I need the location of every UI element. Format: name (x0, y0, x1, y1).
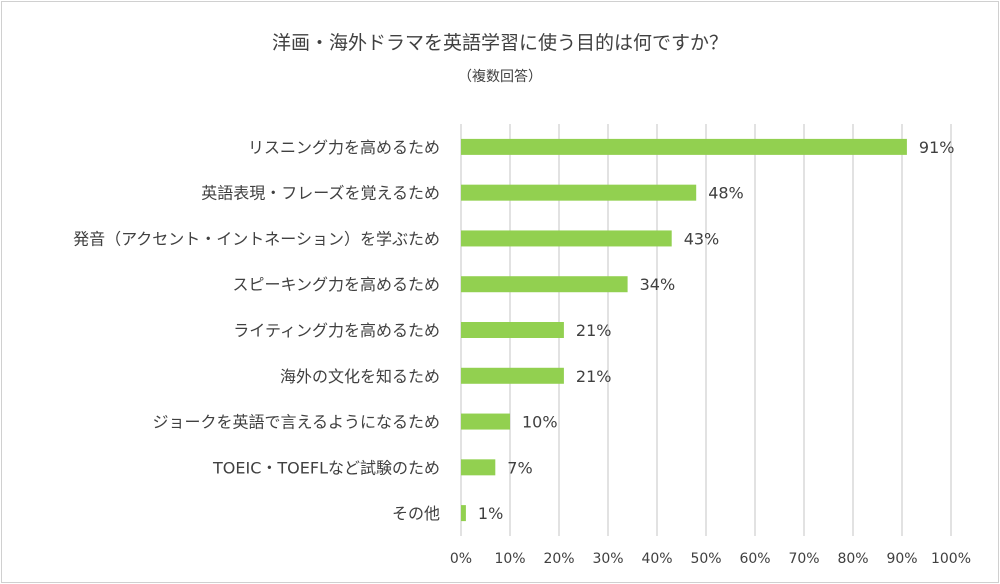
data-label: 7% (507, 458, 532, 477)
tick-labels: 0% 10% 20% 30% 40% 50% 60% 70% 80% 90% 100% (450, 551, 971, 567)
category-label: TOEIC・TOEFLなど試験のため (212, 458, 440, 477)
data-label: 1% (478, 504, 503, 523)
data-label: 21% (576, 321, 612, 340)
bar (461, 138, 907, 155)
bar (461, 184, 697, 201)
data-label: 34% (640, 275, 676, 294)
bar (461, 276, 628, 293)
bar (461, 505, 466, 522)
chart-title: 洋画・海外ドラマを英語学習に使う目的は何ですか？ (271, 32, 728, 54)
category-label: 発音（アクセント・イントネーション）を学ぶため (73, 229, 440, 248)
x-tick-label: 20% (543, 551, 574, 567)
category-labels: リスニング力を高めるため英語表現・フレーズを覚えるため発音（アクセント・イントネ… (73, 138, 440, 523)
category-label: 英語表現・フレーズを覚えるため (201, 184, 440, 203)
bar (461, 230, 672, 247)
x-tick-label: 50% (690, 551, 721, 567)
data-labels: 91% 48% 43% 34% 21% 21% 10% 7% 1% (478, 138, 955, 523)
x-tick-label: 40% (641, 551, 672, 567)
chart-subtitle: （複数回答） (458, 69, 542, 85)
bar (461, 459, 496, 476)
x-tick-label: 60% (739, 551, 770, 567)
data-label: 91% (919, 138, 955, 157)
bars (461, 138, 907, 522)
x-tick-label: 30% (592, 551, 623, 567)
bar (461, 413, 510, 430)
category-label: ジョークを英語で言えるようになるため (152, 413, 440, 432)
data-label: 48% (708, 184, 744, 203)
bar (461, 367, 564, 384)
x-tick-label: 10% (494, 551, 525, 567)
x-tick-label: 100% (931, 551, 971, 567)
data-label: 10% (522, 413, 558, 432)
data-label: 21% (576, 367, 612, 386)
data-label: 43% (684, 229, 720, 248)
bar (461, 322, 564, 338)
x-tick-label: 90% (886, 551, 917, 567)
x-tick-label: 70% (788, 551, 819, 567)
category-label: ライティング力を高めるため (233, 321, 440, 340)
category-label: リスニング力を高めるため (248, 138, 440, 157)
category-label: スピーキング力を高めるため (232, 275, 440, 294)
category-label: 海外の文化を知るため (280, 367, 440, 386)
x-tick-label: 80% (837, 551, 868, 567)
category-label: その他 (392, 504, 440, 523)
x-tick-label: 0% (450, 551, 472, 567)
